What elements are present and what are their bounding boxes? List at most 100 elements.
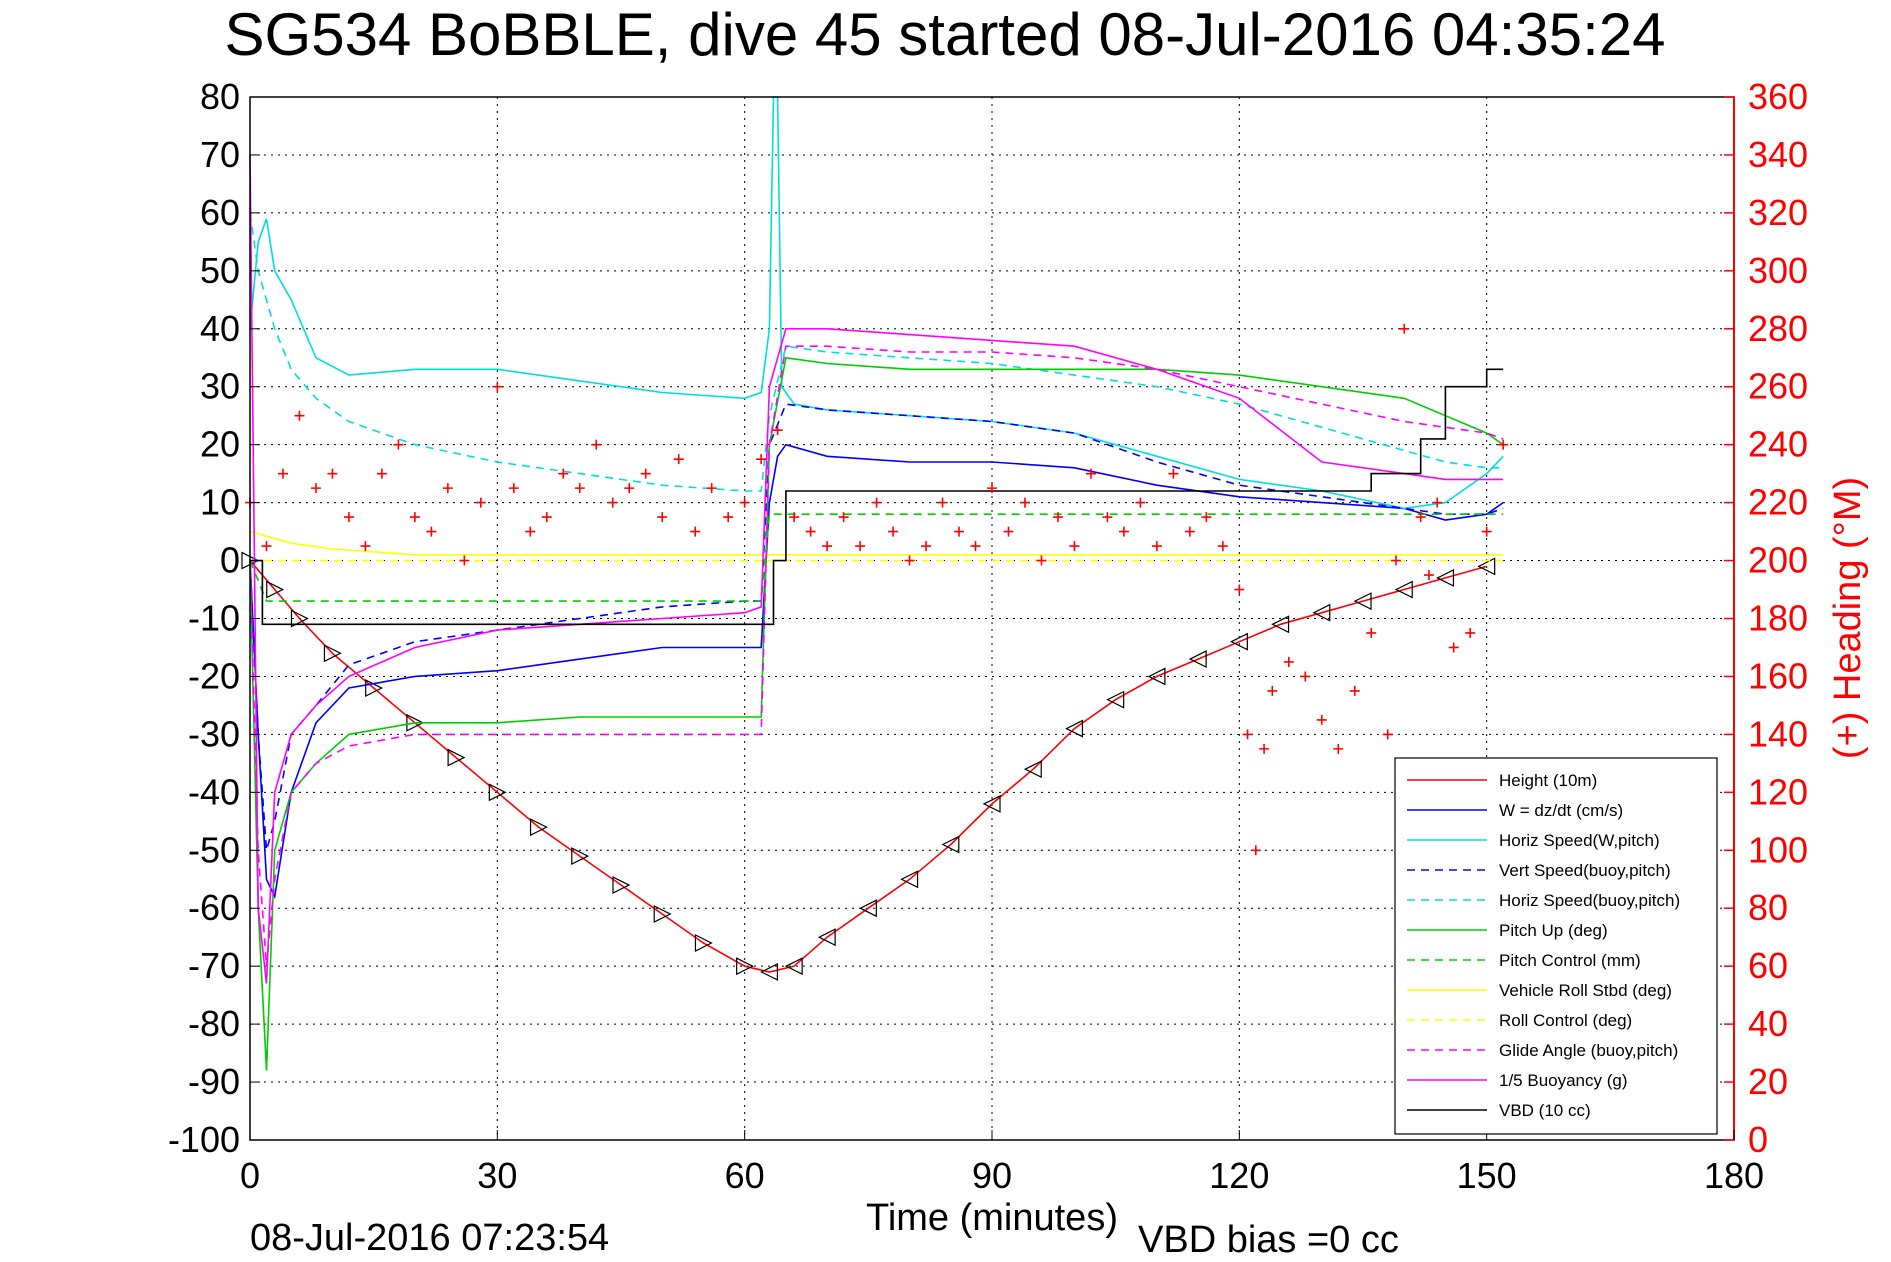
series-6 [249,513,1504,602]
heading-point [376,468,387,479]
heading-point [525,526,536,537]
height-marker [323,644,342,663]
y-axis-right-label: (+) Heading (°M) [1827,477,1869,759]
height-marker [406,713,425,732]
x-axis-label: Time (minutes) [866,1197,1118,1239]
legend-label: W = dz/dt (cm/s) [1499,801,1623,820]
height-marker [1229,632,1248,651]
y-left-tick-label: 50 [200,250,240,291]
y-right-tick-label: 320 [1748,192,1808,233]
y-right-tick-label: 300 [1748,250,1808,291]
heading-point [1415,512,1426,523]
heading-point [1184,526,1195,537]
series-4 [249,212,1504,492]
y-left-tick-label: -80 [188,1003,240,1044]
heading-point [1448,642,1459,653]
y-right-tick-label: 140 [1748,713,1808,754]
y-left-tick-label: -90 [188,1061,240,1102]
series-line [249,560,1487,973]
heading-point [1432,497,1443,508]
y-left-tick-label: 60 [200,192,240,233]
heading-point [1390,555,1401,566]
height-marker [1394,580,1413,599]
legend-box [1394,757,1718,1135]
heading-point [1333,743,1344,754]
y-left-tick-label: 0 [220,540,240,581]
heading-point [574,483,585,494]
heading-point [657,512,668,523]
series-line [249,443,1504,900]
height-marker [1106,690,1125,709]
heading-point [558,468,569,479]
heading-point [1069,541,1080,552]
heading-point [1267,685,1278,696]
heading-point [360,541,371,552]
legend-label: Horiz Speed(W,pitch) [1499,831,1660,850]
series-layer [241,96,1509,1071]
height-marker [1188,650,1207,669]
x-tick-label: 30 [477,1155,517,1196]
y-right-tick-label: 160 [1748,655,1808,696]
height-marker [571,847,590,866]
series-line [249,530,1504,556]
height-marker [1023,760,1042,779]
heading-point [1003,526,1014,537]
legend-label: Vehicle Roll Stbd (deg) [1499,981,1672,1000]
heading-point [1036,555,1047,566]
y-right-tick-label: 20 [1748,1061,1788,1102]
height-marker [982,794,1001,813]
x-tick-label: 150 [1457,1155,1517,1196]
heading-point [1217,541,1228,552]
heading-point [294,410,305,421]
heading-point [327,468,338,479]
height-marker [653,905,672,923]
series-line [250,368,1504,626]
heading-point [756,454,767,465]
y-left-tick-label: -20 [188,655,240,696]
height-marker [612,876,631,895]
series-11 [250,368,1504,626]
heading-point [1366,627,1377,638]
heading-point [888,526,899,537]
y-axis-left-ticks: 80 70 60 50 40 30 20 10 0 -10 -20 -30 -40 -50 -60 -70 -8… [168,76,260,1160]
y-left-tick-label: -100 [168,1119,240,1160]
heading-point [459,555,470,566]
series-line [249,403,1504,851]
heading-point [1498,439,1509,450]
heading-point [855,541,866,552]
legend-label: Pitch Up (deg) [1499,921,1608,940]
height-marker [529,818,548,837]
heading-point [1168,468,1179,479]
y-left-tick-label: 40 [200,308,240,349]
y-right-tick-label: 340 [1748,134,1808,175]
heading-point [624,483,635,494]
heading-point [1052,512,1063,523]
heading-point [310,483,321,494]
height-marker [858,899,877,918]
y-right-tick-label: 80 [1748,887,1788,928]
heading-point [1242,729,1253,740]
heading-point [805,526,816,537]
legend-label: 1/5 Buoyancy (g) [1499,1071,1628,1090]
series-line [249,513,1504,602]
series-7 [249,530,1504,556]
heading-point [1349,685,1360,696]
heading-point [508,483,519,494]
y-left-tick-label: 30 [200,366,240,407]
heading-point [789,512,800,523]
heading-point [970,541,981,552]
x-tick-label: 0 [240,1155,260,1196]
series-9 [249,345,1504,967]
heading-point [1135,497,1146,508]
series-12 [245,323,1509,856]
y-right-tick-label: 280 [1748,308,1808,349]
series-1 [249,443,1504,900]
y-left-tick-label: -60 [188,887,240,928]
heading-point [673,454,684,465]
heading-point [393,439,404,450]
heading-point [822,541,833,552]
heading-point [607,497,618,508]
height-marker [736,957,755,976]
heading-point [442,483,453,494]
